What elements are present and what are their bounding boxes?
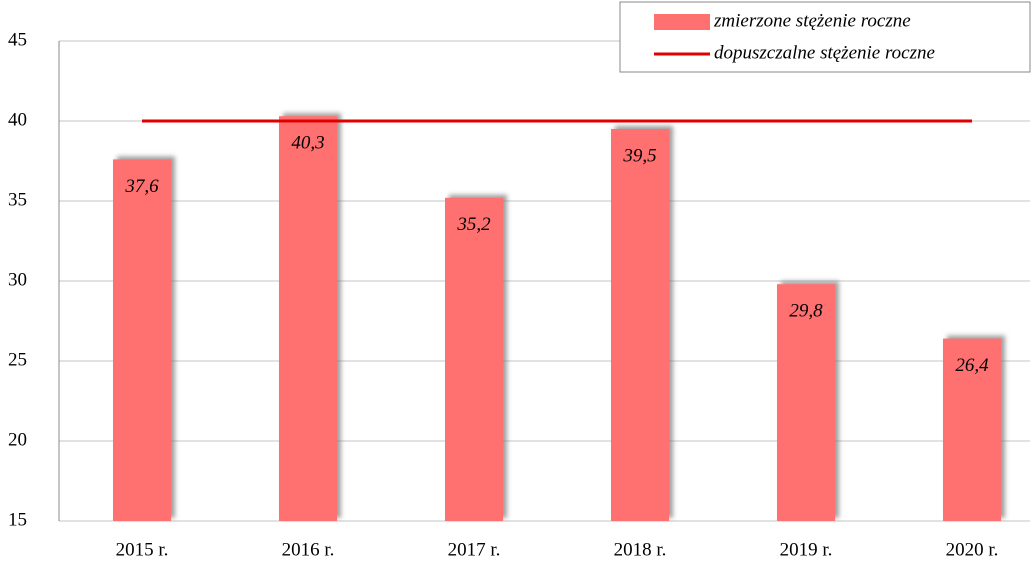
bar <box>113 159 171 521</box>
y-tick-label: 25 <box>8 349 27 370</box>
y-tick-label: 35 <box>8 189 27 210</box>
x-tick-label: 2020 r. <box>946 539 999 560</box>
legend-label: dopuszczalne stężenie roczne <box>714 42 935 63</box>
x-tick-label: 2018 r. <box>614 539 667 560</box>
data-label: 35,2 <box>456 214 491 235</box>
bar <box>943 338 1001 521</box>
y-tick-label: 40 <box>8 109 27 130</box>
y-tick-label: 20 <box>8 429 27 450</box>
legend-swatch <box>654 14 710 30</box>
y-tick-label: 15 <box>8 509 27 530</box>
data-label: 39,5 <box>622 145 656 166</box>
x-tick-label: 2019 r. <box>780 539 833 560</box>
bar <box>777 284 835 521</box>
x-tick-label: 2017 r. <box>448 539 501 560</box>
legend-box <box>619 1 1031 73</box>
bar <box>279 116 337 521</box>
bar <box>445 197 503 522</box>
x-tick-label: 2015 r. <box>116 539 169 560</box>
data-label: 26,4 <box>955 355 989 376</box>
y-tick-label: 45 <box>8 29 27 50</box>
x-tick-label: 2016 r. <box>282 539 335 560</box>
legend-label: zmierzone stężenie roczne <box>713 10 911 31</box>
y-tick-label: 30 <box>8 269 27 290</box>
data-label: 37,6 <box>124 176 159 197</box>
data-label: 40,3 <box>291 133 324 154</box>
data-label: 29,8 <box>789 301 823 322</box>
bar <box>611 129 669 521</box>
